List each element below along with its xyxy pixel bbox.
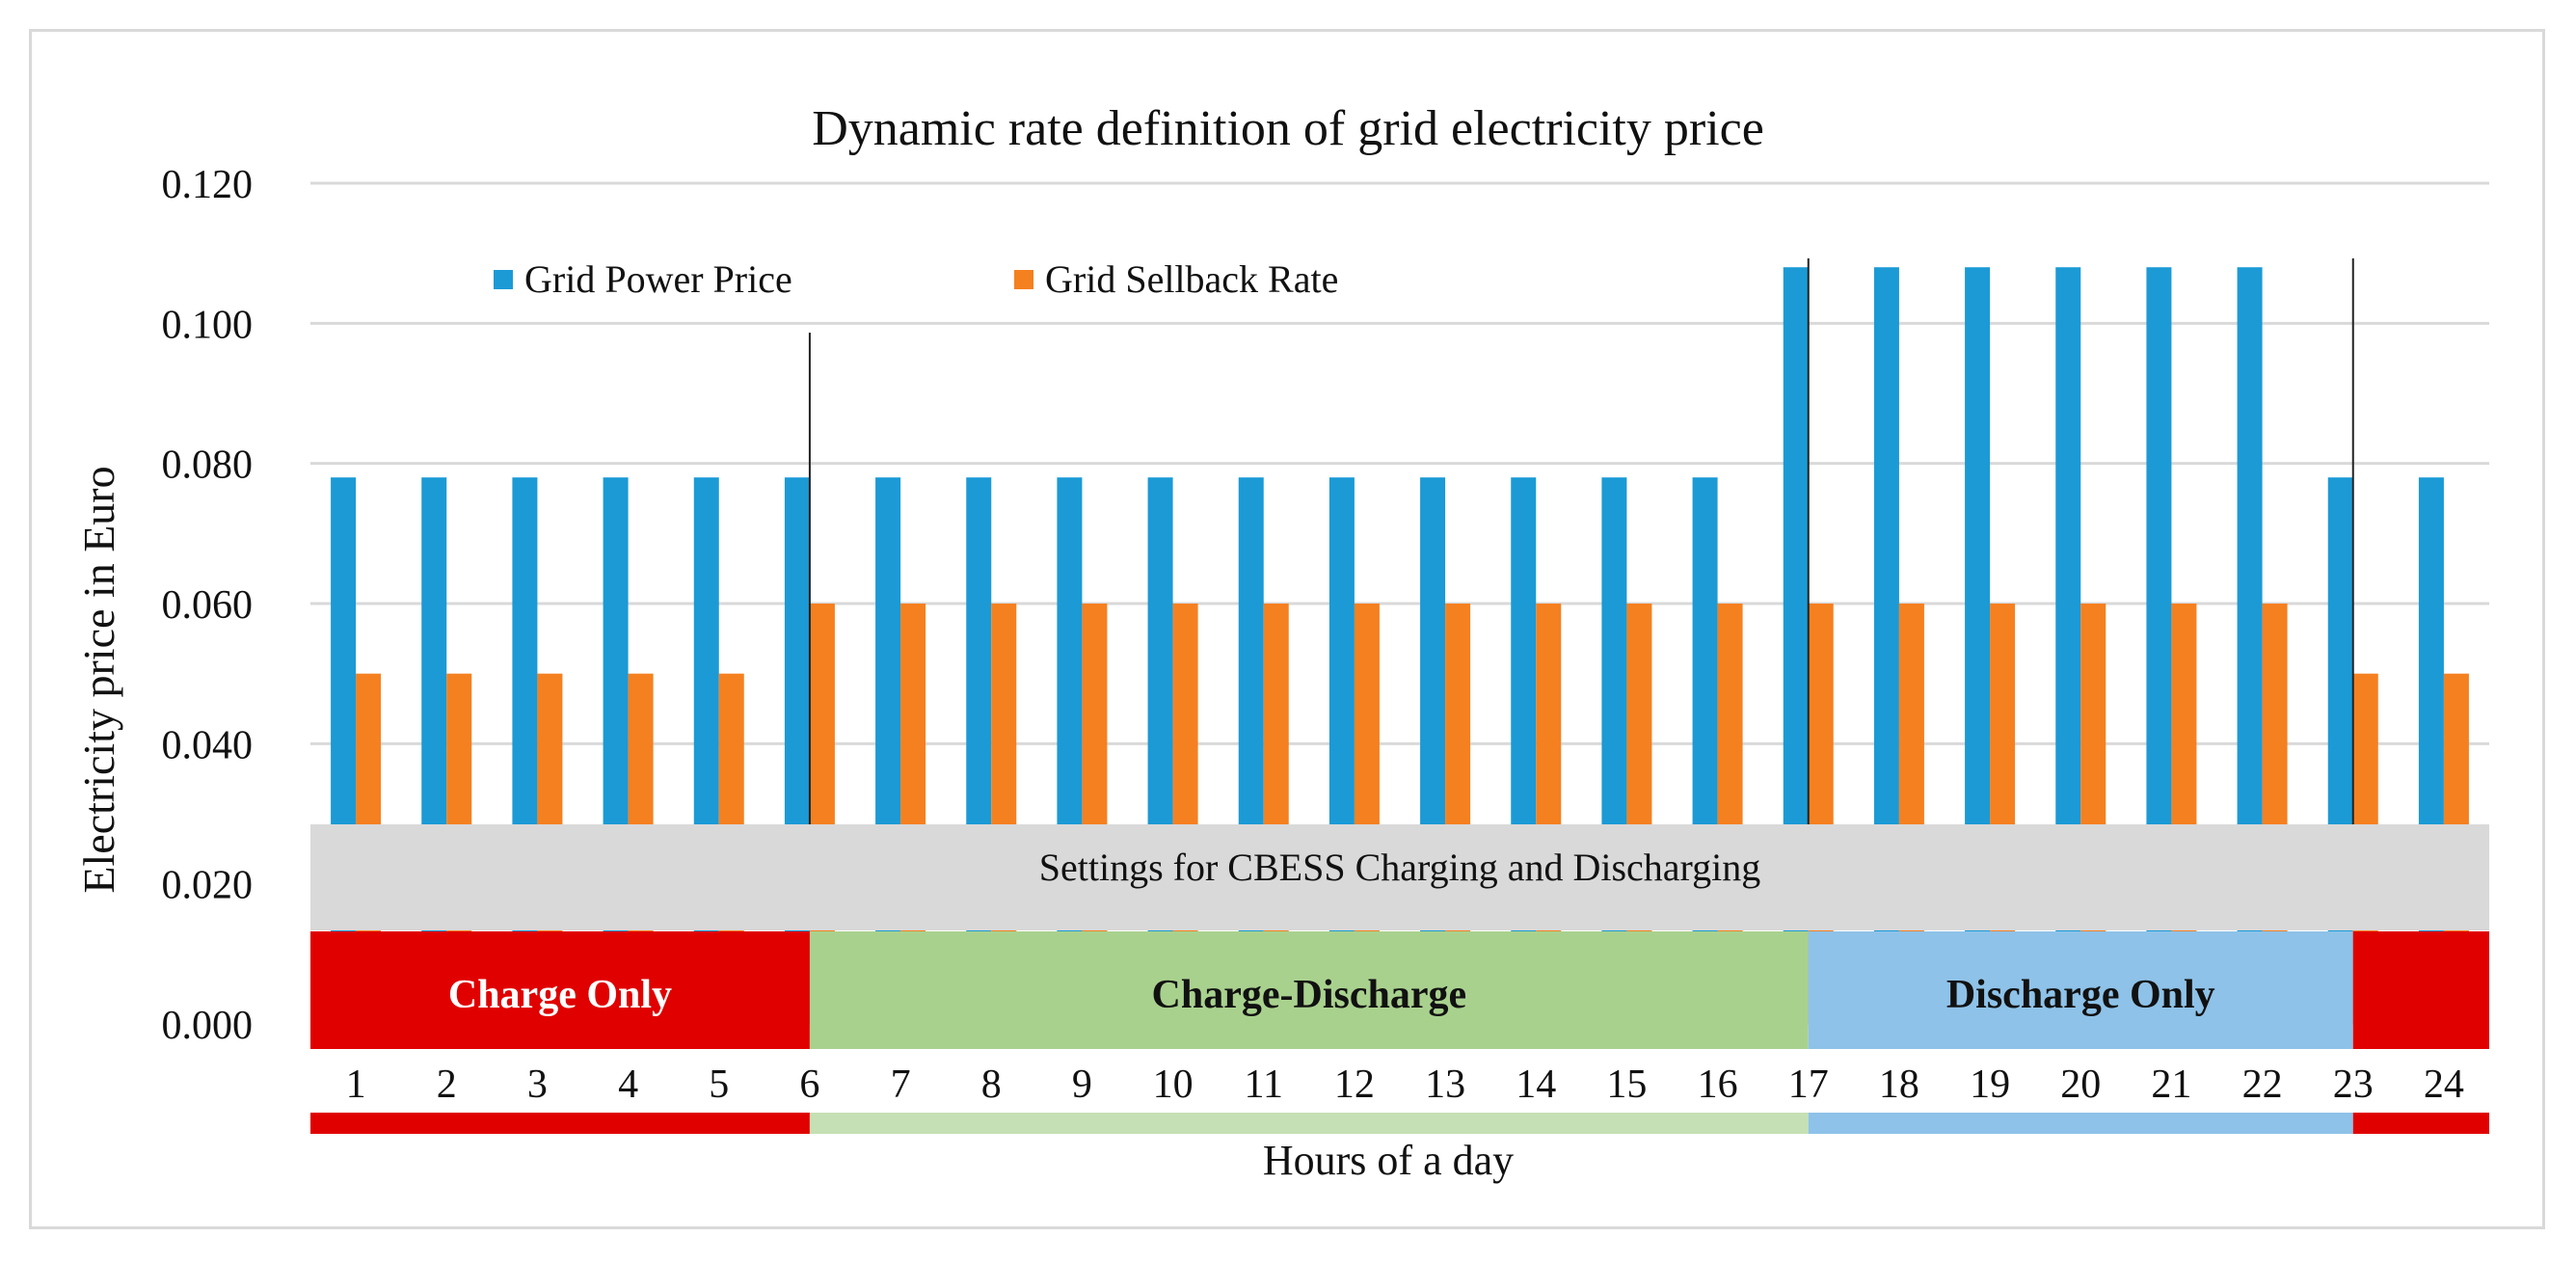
x-tick-label: 21	[2151, 1062, 2191, 1107]
legend-label-grid-sellback-rate: Grid Sellback Rate	[1045, 257, 1338, 301]
y-tick-label: 0.060	[162, 583, 254, 628]
x-tick-label: 5	[709, 1062, 729, 1107]
x-tick-label: 4	[618, 1062, 638, 1107]
x-tick-label: 8	[981, 1062, 1002, 1107]
legend-swatch-grid-sellback-rate	[1014, 270, 1033, 289]
x-tick-label: 3	[527, 1062, 548, 1107]
settings-banner-label: Settings for CBESS Charging and Discharg…	[1039, 846, 1761, 889]
y-tick-label: 0.040	[162, 723, 254, 767]
x-tick-label: 2	[437, 1062, 457, 1107]
x-tick-label: 19	[1970, 1062, 2010, 1107]
mode-band	[809, 931, 1809, 1049]
chart-title: Dynamic rate definition of grid electric…	[812, 101, 1764, 156]
mode-label: Discharge Only	[1946, 973, 2215, 1017]
settings-banner	[310, 824, 2489, 930]
x-tick-label: 10	[1153, 1062, 1194, 1107]
x-tick-label: 24	[2424, 1062, 2464, 1107]
x-tick-label: 13	[1425, 1062, 1465, 1107]
mode-label: Charge Only	[448, 973, 672, 1017]
y-tick-label: 0.100	[162, 303, 254, 347]
x-tick-label: 7	[891, 1062, 911, 1107]
y-tick-label: 0.120	[162, 163, 254, 207]
legend-swatch-grid-power-price	[494, 270, 513, 289]
x-tick-label: 9	[1072, 1062, 1092, 1107]
y-tick-label: 0.080	[162, 444, 254, 488]
mode-strip-segment	[2352, 1113, 2489, 1134]
x-tick-label: 11	[1245, 1062, 1283, 1107]
mode-label: Charge-Discharge	[1152, 973, 1467, 1017]
mode-strip-segment	[310, 1113, 810, 1134]
x-tick-label: 23	[2333, 1062, 2374, 1107]
x-tick-label: 6	[799, 1062, 819, 1107]
x-tick-label: 14	[1516, 1062, 1556, 1107]
legend: Grid Power Price Grid Sellback Rate	[494, 257, 1338, 301]
x-tick-label: 15	[1606, 1062, 1647, 1107]
y-axis-label: Electricity price in Euro	[74, 466, 123, 893]
x-axis-label: Hours of a day	[1263, 1137, 1514, 1184]
x-tick-label: 17	[1788, 1062, 1829, 1107]
x-tick-label: 18	[1879, 1062, 1919, 1107]
mode-band	[310, 931, 810, 1049]
x-tick-label: 20	[2060, 1062, 2101, 1107]
x-tick-label: 1	[346, 1062, 366, 1107]
legend-label-grid-power-price: Grid Power Price	[524, 257, 792, 301]
x-tick-label: 16	[1698, 1062, 1738, 1107]
mode-strip-segment	[809, 1113, 1809, 1134]
y-tick-label: 0.020	[162, 864, 254, 908]
mode-overlay: Settings for CBESS Charging and Discharg…	[310, 824, 2489, 1134]
mode-band	[1808, 931, 2353, 1049]
mode-boundaries	[808, 258, 2354, 824]
y-tick-label: 0.000	[162, 1004, 254, 1048]
mode-strip-segment	[1808, 1113, 2353, 1134]
x-tick-label: 12	[1334, 1062, 1375, 1107]
mode-band	[2352, 931, 2489, 1049]
x-tick-label: 22	[2242, 1062, 2283, 1107]
